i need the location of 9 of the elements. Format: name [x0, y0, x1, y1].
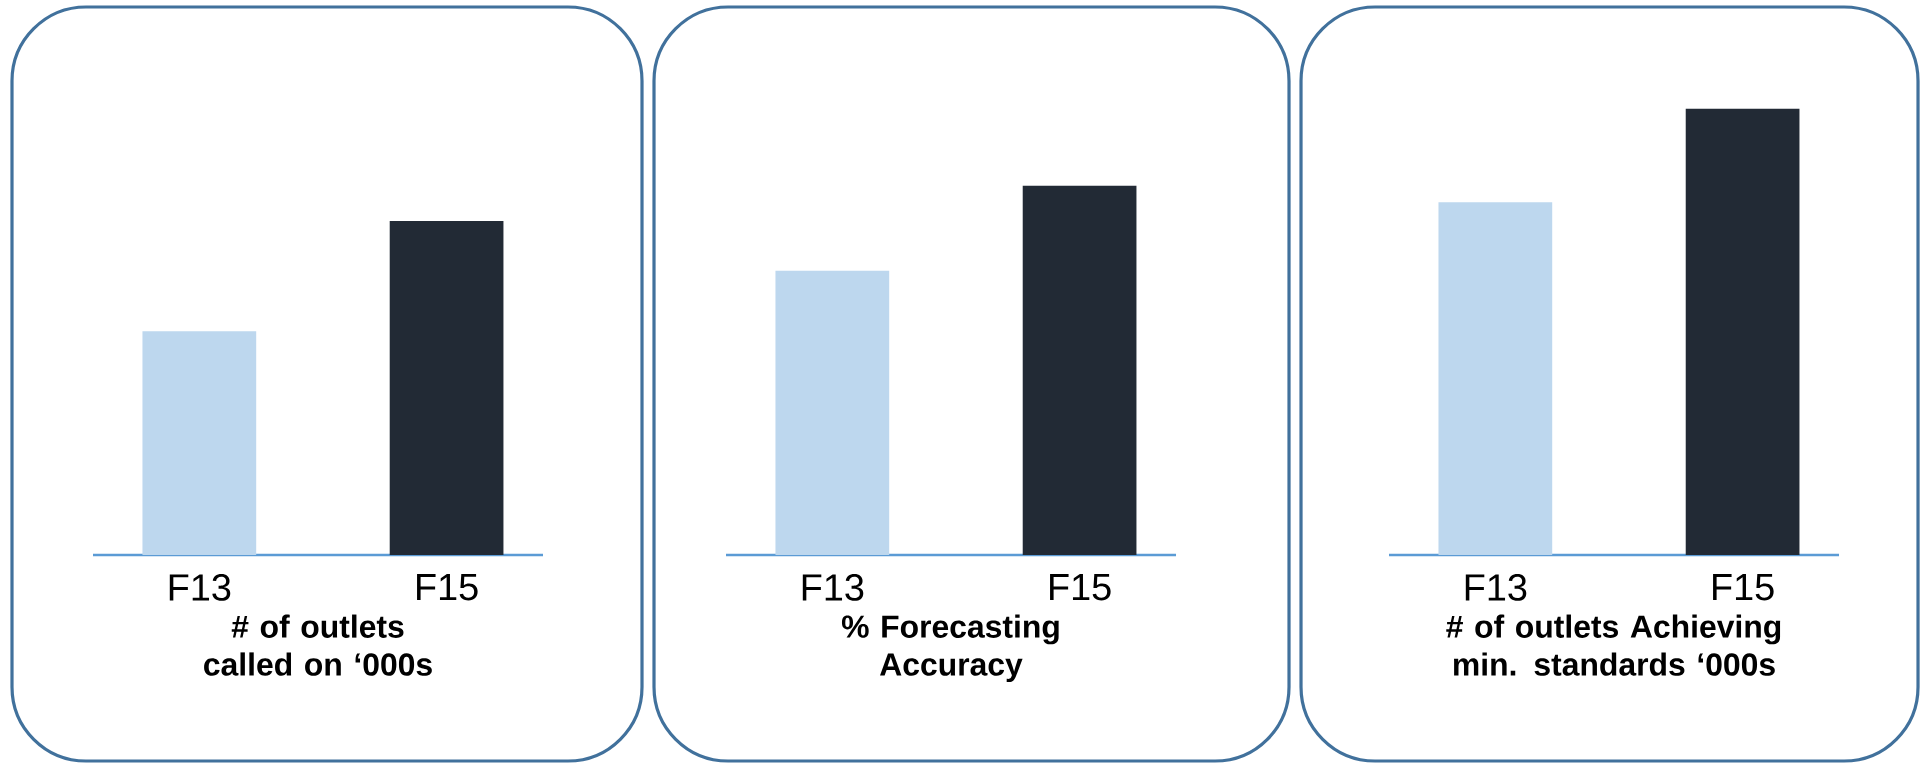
x-axis-title: % Forecasting Accuracy — [841, 614, 1059, 683]
x-axis-title: # of outlets Achieving min. standards ‘000s — [1446, 614, 1781, 676]
x-tick-label: F15 — [1713, 574, 1774, 601]
x-tick-label: F13 — [802, 574, 864, 601]
x-tick-label: F13 — [169, 574, 231, 601]
x-tick-label: F15 — [1050, 574, 1111, 601]
x-tick-label: F13 — [1465, 574, 1527, 601]
x-tick-label: F15 — [417, 574, 478, 601]
x-axis-title: # of outlets called on ‘000s — [204, 614, 432, 676]
